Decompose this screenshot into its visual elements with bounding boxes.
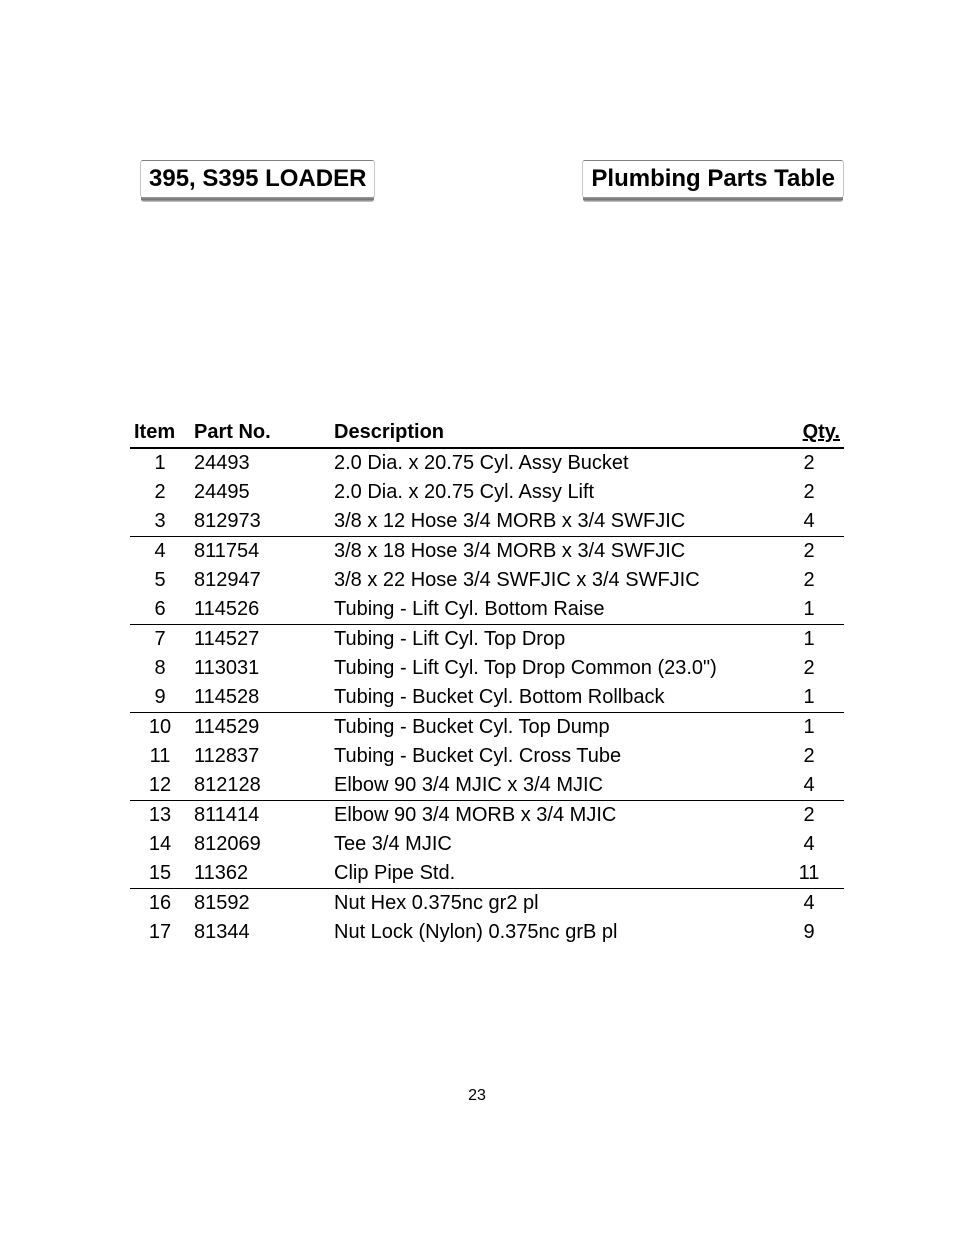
cell-qty: 4 bbox=[774, 830, 844, 859]
col-item: Item bbox=[130, 418, 190, 448]
cell-qty: 2 bbox=[774, 742, 844, 771]
cell-qty: 2 bbox=[774, 448, 844, 478]
cell-qty: 2 bbox=[774, 537, 844, 567]
cell-desc: 2.0 Dia. x 20.75 Cyl. Assy Lift bbox=[330, 478, 774, 507]
cell-part: 24493 bbox=[190, 448, 330, 478]
cell-qty: 11 bbox=[774, 859, 844, 889]
cell-qty: 1 bbox=[774, 595, 844, 625]
cell-item: 2 bbox=[130, 478, 190, 507]
cell-desc: Tubing - Bucket Cyl. Bottom Rollback bbox=[330, 683, 774, 713]
cell-qty: 2 bbox=[774, 654, 844, 683]
cell-item: 8 bbox=[130, 654, 190, 683]
cell-desc: Nut Lock (Nylon) 0.375nc grB pl bbox=[330, 918, 774, 947]
table-row: 6114526Tubing - Lift Cyl. Bottom Raise1 bbox=[130, 595, 844, 625]
cell-item: 17 bbox=[130, 918, 190, 947]
cell-qty: 9 bbox=[774, 918, 844, 947]
col-qty: Qty. bbox=[774, 418, 844, 448]
cell-part: 811414 bbox=[190, 801, 330, 831]
table-row: 11112837Tubing - Bucket Cyl. Cross Tube2 bbox=[130, 742, 844, 771]
cell-item: 1 bbox=[130, 448, 190, 478]
cell-item: 3 bbox=[130, 507, 190, 537]
parts-table-wrap: Item Part No. Description Qty. 1244932.0… bbox=[130, 418, 844, 947]
table-row: 38129733/8 x 12 Hose 3/4 MORB x 3/4 SWFJ… bbox=[130, 507, 844, 537]
cell-item: 10 bbox=[130, 713, 190, 743]
table-row: 1244932.0 Dia. x 20.75 Cyl. Assy Bucket2 bbox=[130, 448, 844, 478]
table-row: 10114529Tubing - Bucket Cyl. Top Dump1 bbox=[130, 713, 844, 743]
cell-desc: Nut Hex 0.375nc gr2 pl bbox=[330, 889, 774, 919]
cell-desc: Tubing - Lift Cyl. Top Drop Common (23.0… bbox=[330, 654, 774, 683]
cell-qty: 4 bbox=[774, 889, 844, 919]
cell-desc: 3/8 x 18 Hose 3/4 MORB x 3/4 SWFJIC bbox=[330, 537, 774, 567]
cell-desc: 3/8 x 22 Hose 3/4 SWFJIC x 3/4 SWFJIC bbox=[330, 566, 774, 595]
cell-part: 81344 bbox=[190, 918, 330, 947]
table-row: 1681592Nut Hex 0.375nc gr2 pl4 bbox=[130, 889, 844, 919]
cell-part: 114528 bbox=[190, 683, 330, 713]
cell-item: 7 bbox=[130, 625, 190, 655]
cell-part: 113031 bbox=[190, 654, 330, 683]
header-left: 395, S395 LOADER bbox=[140, 160, 375, 198]
cell-part: 114526 bbox=[190, 595, 330, 625]
header-row: 395, S395 LOADER Plumbing Parts Table bbox=[130, 160, 844, 198]
col-desc: Description bbox=[330, 418, 774, 448]
cell-item: 11 bbox=[130, 742, 190, 771]
cell-part: 812069 bbox=[190, 830, 330, 859]
cell-qty: 1 bbox=[774, 713, 844, 743]
cell-item: 6 bbox=[130, 595, 190, 625]
cell-item: 16 bbox=[130, 889, 190, 919]
cell-part: 812947 bbox=[190, 566, 330, 595]
cell-part: 114529 bbox=[190, 713, 330, 743]
table-row: 9114528Tubing - Bucket Cyl. Bottom Rollb… bbox=[130, 683, 844, 713]
page: 395, S395 LOADER Plumbing Parts Table It… bbox=[0, 0, 954, 1235]
cell-item: 14 bbox=[130, 830, 190, 859]
cell-qty: 2 bbox=[774, 801, 844, 831]
table-row: 58129473/8 x 22 Hose 3/4 SWFJIC x 3/4 SW… bbox=[130, 566, 844, 595]
cell-desc: Tubing - Bucket Cyl. Top Dump bbox=[330, 713, 774, 743]
cell-qty: 1 bbox=[774, 683, 844, 713]
page-number: 23 bbox=[468, 1087, 486, 1105]
table-row: 14812069Tee 3/4 MJIC4 bbox=[130, 830, 844, 859]
cell-qty: 2 bbox=[774, 478, 844, 507]
table-row: 13811414Elbow 90 3/4 MORB x 3/4 MJIC2 bbox=[130, 801, 844, 831]
col-part: Part No. bbox=[190, 418, 330, 448]
cell-desc: Elbow 90 3/4 MORB x 3/4 MJIC bbox=[330, 801, 774, 831]
cell-item: 9 bbox=[130, 683, 190, 713]
cell-part: 812973 bbox=[190, 507, 330, 537]
table-row: 1511362Clip Pipe Std.11 bbox=[130, 859, 844, 889]
parts-table: Item Part No. Description Qty. 1244932.0… bbox=[130, 418, 844, 947]
table-row: 1781344Nut Lock (Nylon) 0.375nc grB pl9 bbox=[130, 918, 844, 947]
cell-desc: Elbow 90 3/4 MJIC x 3/4 MJIC bbox=[330, 771, 774, 801]
table-header-row: Item Part No. Description Qty. bbox=[130, 418, 844, 448]
cell-item: 5 bbox=[130, 566, 190, 595]
cell-part: 112837 bbox=[190, 742, 330, 771]
cell-item: 4 bbox=[130, 537, 190, 567]
cell-desc: 3/8 x 12 Hose 3/4 MORB x 3/4 SWFJIC bbox=[330, 507, 774, 537]
cell-item: 13 bbox=[130, 801, 190, 831]
table-row: 12812128Elbow 90 3/4 MJIC x 3/4 MJIC4 bbox=[130, 771, 844, 801]
cell-qty: 2 bbox=[774, 566, 844, 595]
cell-desc: Tubing - Bucket Cyl. Cross Tube bbox=[330, 742, 774, 771]
cell-desc: Tee 3/4 MJIC bbox=[330, 830, 774, 859]
cell-qty: 4 bbox=[774, 507, 844, 537]
header-right: Plumbing Parts Table bbox=[582, 160, 844, 198]
table-row: 48117543/8 x 18 Hose 3/4 MORB x 3/4 SWFJ… bbox=[130, 537, 844, 567]
cell-part: 81592 bbox=[190, 889, 330, 919]
cell-part: 114527 bbox=[190, 625, 330, 655]
table-body: 1244932.0 Dia. x 20.75 Cyl. Assy Bucket2… bbox=[130, 448, 844, 947]
table-row: 8113031Tubing - Lift Cyl. Top Drop Commo… bbox=[130, 654, 844, 683]
cell-desc: Tubing - Lift Cyl. Top Drop bbox=[330, 625, 774, 655]
cell-part: 811754 bbox=[190, 537, 330, 567]
cell-item: 15 bbox=[130, 859, 190, 889]
cell-part: 24495 bbox=[190, 478, 330, 507]
cell-desc: Clip Pipe Std. bbox=[330, 859, 774, 889]
cell-desc: 2.0 Dia. x 20.75 Cyl. Assy Bucket bbox=[330, 448, 774, 478]
cell-qty: 4 bbox=[774, 771, 844, 801]
cell-part: 812128 bbox=[190, 771, 330, 801]
cell-desc: Tubing - Lift Cyl. Bottom Raise bbox=[330, 595, 774, 625]
cell-part: 11362 bbox=[190, 859, 330, 889]
cell-item: 12 bbox=[130, 771, 190, 801]
cell-qty: 1 bbox=[774, 625, 844, 655]
table-row: 7114527Tubing - Lift Cyl. Top Drop1 bbox=[130, 625, 844, 655]
table-row: 2244952.0 Dia. x 20.75 Cyl. Assy Lift2 bbox=[130, 478, 844, 507]
